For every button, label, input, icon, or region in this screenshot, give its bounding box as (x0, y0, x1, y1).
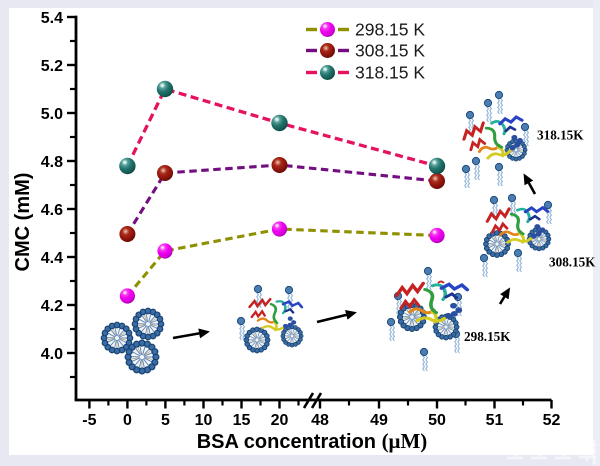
svg-text:5: 5 (161, 412, 170, 429)
svg-text:308.15K: 308.15K (549, 255, 596, 270)
svg-text:5.0: 5.0 (41, 106, 63, 123)
svg-text:51: 51 (486, 412, 504, 429)
svg-text:49: 49 (370, 412, 388, 429)
svg-text:4.8: 4.8 (41, 154, 63, 171)
svg-text:CMC (mM): CMC (mM) (12, 173, 34, 272)
svg-text:318.15 K: 318.15 K (355, 63, 425, 83)
svg-text:50: 50 (428, 412, 446, 429)
svg-text:52: 52 (543, 412, 561, 429)
svg-text:-5: -5 (82, 412, 96, 429)
svg-text:15: 15 (233, 412, 251, 429)
svg-text:318.15K: 318.15K (537, 128, 584, 143)
svg-text:BSA concentration (μM): BSA concentration (μM) (197, 429, 428, 453)
svg-text:298.15 K: 298.15 K (355, 20, 425, 40)
svg-text:48: 48 (311, 412, 329, 429)
svg-text:4.2: 4.2 (41, 298, 63, 315)
svg-text:5.4: 5.4 (41, 10, 63, 27)
svg-text:20: 20 (271, 412, 289, 429)
svg-text:4.6: 4.6 (41, 202, 63, 219)
svg-text:10: 10 (195, 412, 213, 429)
svg-text:5.2: 5.2 (41, 58, 63, 75)
svg-text:0: 0 (123, 412, 132, 429)
svg-text:298.15K: 298.15K (464, 329, 511, 344)
svg-text:308.15 K: 308.15 K (355, 41, 425, 61)
svg-text:4.4: 4.4 (41, 250, 63, 267)
svg-text:4.0: 4.0 (41, 346, 63, 363)
